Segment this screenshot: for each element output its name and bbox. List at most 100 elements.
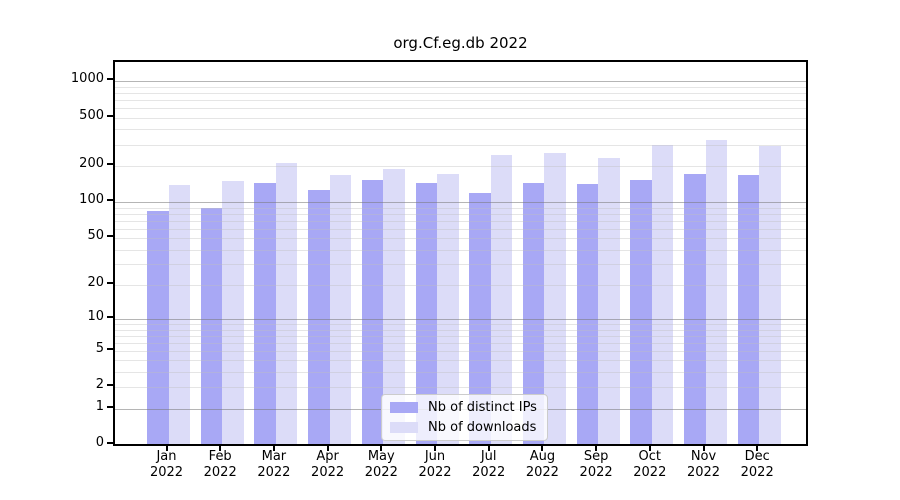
bar-downloads-sep xyxy=(598,157,620,444)
x-tick-label-dec: Dec 2022 xyxy=(740,449,774,480)
legend-label-distinct-ips: Nb of distinct IPs xyxy=(428,400,537,415)
y-tick-mark-1 xyxy=(107,405,113,408)
y-tick-label-1000: 1000 xyxy=(70,71,104,87)
x-tick-mark-dec xyxy=(756,446,759,451)
gridline-minor-2 xyxy=(115,387,806,389)
y-tick-label-100: 100 xyxy=(79,192,104,208)
y-tick-label-10: 10 xyxy=(87,308,104,324)
y-tick-label-20: 20 xyxy=(87,274,104,290)
bar-distinct-ips-dec xyxy=(737,174,760,444)
bar-distinct-ips-aug xyxy=(522,183,545,444)
gridline-minor-20 xyxy=(115,284,806,286)
bar-downloads-aug xyxy=(544,152,566,444)
gridline-minor-200 xyxy=(115,165,806,167)
x-tick-mark-oct xyxy=(648,446,651,451)
y-tick-mark-50 xyxy=(107,235,113,238)
bar-distinct-ips-jan xyxy=(147,210,169,444)
gridline-minor-6 xyxy=(115,342,806,344)
bar-distinct-ips-oct xyxy=(630,180,652,444)
x-tick-label-jan: Jan 2022 xyxy=(149,449,184,480)
y-tick-label-50: 50 xyxy=(87,228,104,244)
bar-distinct-ips-jul xyxy=(469,192,491,444)
y-tick-label-2: 2 xyxy=(95,377,104,393)
y-tick-mark-2 xyxy=(107,384,113,387)
gridline-minor-80 xyxy=(115,213,806,215)
x-tick-label-jun: Jun 2022 xyxy=(418,449,452,480)
gridline-minor-8 xyxy=(115,329,806,331)
bar-distinct-ips-nov xyxy=(684,173,706,444)
y-tick-mark-1000 xyxy=(107,78,113,81)
y-tick-label-0: 0 xyxy=(95,435,104,451)
x-tick-label-apr: Apr 2022 xyxy=(311,449,345,480)
gridline-minor-800 xyxy=(115,92,806,94)
bar-downloads-jan xyxy=(168,185,190,444)
legend-item-downloads: Nb of downloads xyxy=(390,420,537,435)
gridline-minor-70 xyxy=(115,220,806,222)
chart-title: org.Cf.eg.db 2022 xyxy=(393,34,528,52)
bar-downloads-nov xyxy=(705,139,727,444)
bar-distinct-ips-feb xyxy=(200,207,223,444)
bar-downloads-feb xyxy=(222,180,244,444)
x-tick-mark-jul xyxy=(487,446,490,451)
x-tick-label-oct: Oct 2022 xyxy=(633,449,667,480)
bar-downloads-apr xyxy=(329,174,352,444)
bar-downloads-jun xyxy=(437,173,459,444)
gridline-minor-600 xyxy=(115,108,806,110)
x-tick-label-may: May 2022 xyxy=(364,449,398,480)
x-tick-mark-jun xyxy=(434,446,436,451)
gridline-minor-4 xyxy=(115,360,806,362)
bar-downloads-jul xyxy=(490,155,513,444)
gridline-minor-500 xyxy=(115,117,806,119)
x-tick-mark-apr xyxy=(326,446,329,451)
x-tick-mark-mar xyxy=(272,446,275,451)
x-tick-mark-aug xyxy=(541,446,544,451)
y-tick-mark-10 xyxy=(107,315,113,318)
bar-distinct-ips-may xyxy=(361,180,384,444)
y-tick-label-5: 5 xyxy=(95,340,104,356)
y-tick-mark-5 xyxy=(107,347,113,350)
x-tick-label-mar: Mar 2022 xyxy=(257,449,291,480)
gridline-major-100 xyxy=(115,202,806,204)
x-tick-label-jul: Jul 2022 xyxy=(472,449,506,480)
bar-distinct-ips-apr xyxy=(308,190,330,444)
y-tick-mark-500 xyxy=(107,114,113,117)
gridline-minor-30 xyxy=(115,264,806,266)
y-tick-mark-200 xyxy=(107,162,113,165)
legend: Nb of distinct IPs Nb of downloads xyxy=(381,394,548,441)
y-tick-mark-0 xyxy=(107,442,113,445)
gridline-minor-300 xyxy=(115,144,806,146)
bar-downloads-may xyxy=(383,169,405,444)
gridline-minor-90 xyxy=(115,207,806,209)
bar-downloads-mar xyxy=(275,162,298,444)
bar-downloads-oct xyxy=(651,144,674,444)
bar-distinct-ips-mar xyxy=(254,182,276,444)
legend-swatch-distinct-ips xyxy=(390,402,418,413)
gridline-major-1000 xyxy=(115,81,806,83)
y-tick-label-1: 1 xyxy=(95,398,104,414)
y-tick-label-200: 200 xyxy=(79,155,104,171)
gridline-minor-60 xyxy=(115,228,806,230)
gridline-minor-50 xyxy=(115,238,806,240)
x-tick-mark-nov xyxy=(702,446,705,451)
x-tick-label-aug: Aug 2022 xyxy=(525,449,559,480)
gridline-minor-7 xyxy=(115,335,806,337)
x-tick-mark-feb xyxy=(219,446,222,451)
legend-item-distinct-ips: Nb of distinct IPs xyxy=(390,400,537,415)
x-tick-mark-jan xyxy=(165,446,168,451)
gridline-major-10 xyxy=(115,318,806,320)
gridline-minor-40 xyxy=(115,249,806,251)
bar-downloads-dec xyxy=(759,145,781,444)
legend-label-downloads: Nb of downloads xyxy=(428,420,537,435)
x-tick-mark-sep xyxy=(595,446,598,451)
gridline-minor-400 xyxy=(115,129,806,131)
y-tick-mark-100 xyxy=(107,199,113,202)
legend-swatch-downloads xyxy=(390,422,418,433)
x-tick-mark-may xyxy=(380,446,383,451)
x-tick-label-nov: Nov 2022 xyxy=(686,449,721,480)
x-tick-label-feb: Feb 2022 xyxy=(203,449,237,480)
bar-distinct-ips-jun xyxy=(415,182,437,444)
gridline-minor-5 xyxy=(115,350,806,352)
plot-area: Nb of distinct IPs Nb of downloads xyxy=(113,60,808,446)
gridline-minor-900 xyxy=(115,86,806,88)
